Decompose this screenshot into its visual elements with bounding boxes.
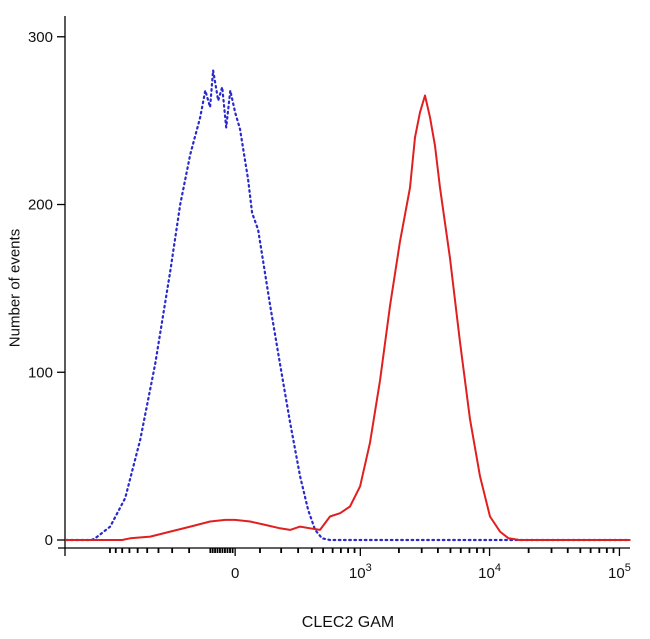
axes xyxy=(58,16,630,556)
x-axis-label: CLEC2 GAM xyxy=(301,614,395,631)
x-tick-label: 104 xyxy=(478,562,501,582)
y-tick-label: 100 xyxy=(28,364,53,381)
x-tick-label: 105 xyxy=(608,562,631,582)
curve-clec2-stained xyxy=(65,94,631,541)
x-minor-ticks xyxy=(109,548,615,553)
y-ticks: 0 100 200 300 xyxy=(28,29,65,549)
y-tick-label: 0 xyxy=(45,532,53,549)
x-ticks: 0 103 104 105 xyxy=(231,548,631,582)
curve-control-unstained xyxy=(64,69,631,542)
x-tick-label: 0 xyxy=(231,565,239,582)
y-tick-label: 200 xyxy=(28,197,53,214)
y-axis-label: Number of events xyxy=(6,228,24,348)
x-tick-label: 103 xyxy=(349,562,372,582)
y-tick-label: 300 xyxy=(28,29,53,46)
